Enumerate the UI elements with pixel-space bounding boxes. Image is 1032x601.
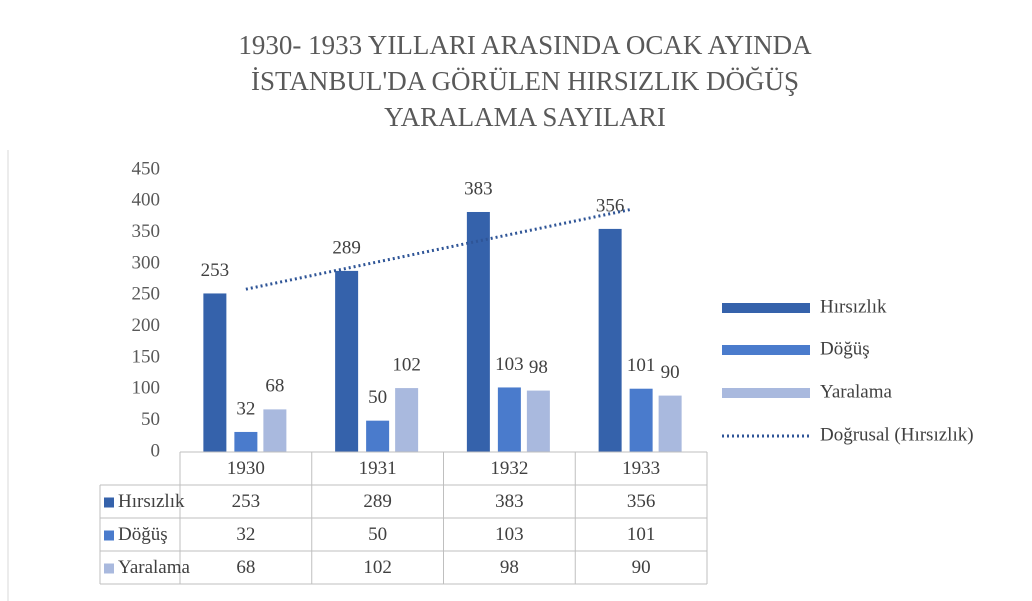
data-label: 50	[368, 387, 387, 408]
legend-label: Doğrusal (Hırsızlık)	[820, 424, 974, 445]
data-label: 32	[236, 398, 255, 419]
y-tick-label: 100	[132, 378, 161, 399]
table-cell: 289	[363, 491, 392, 512]
y-tick-label: 150	[132, 346, 161, 367]
table-cell: 68	[236, 557, 255, 578]
legend-label: Döğüş	[820, 338, 870, 359]
bar	[497, 387, 521, 452]
y-tick-label: 250	[132, 284, 161, 305]
bar	[395, 388, 419, 452]
bar	[658, 395, 682, 452]
data-label: 103	[495, 354, 524, 375]
table-legend-key	[104, 563, 114, 574]
y-tick-label: 50	[141, 409, 160, 430]
table-legend-key	[104, 530, 114, 541]
data-label: 101	[627, 355, 656, 376]
chart-title: 1930- 1933 YILLARI ARASINDA OCAK AYINDA	[238, 30, 812, 60]
table-cell: 102	[363, 557, 392, 578]
table-cell: 253	[232, 491, 261, 512]
y-tick-label: 200	[132, 315, 161, 336]
y-tick-label: 450	[132, 158, 161, 179]
bar	[466, 211, 490, 452]
table-cell: 383	[495, 491, 524, 512]
table-cell: 356	[627, 491, 656, 512]
bar	[629, 388, 653, 452]
bar	[234, 431, 258, 452]
x-tick-label: 1930	[227, 458, 265, 479]
data-label: 98	[529, 357, 548, 378]
bar	[335, 270, 359, 452]
y-tick-label: 300	[132, 252, 161, 273]
y-tick-label: 400	[132, 190, 161, 211]
data-label: 383	[464, 178, 493, 199]
table-cell: 98	[500, 557, 519, 578]
data-label: 356	[596, 195, 625, 216]
x-tick-label: 1933	[622, 458, 660, 479]
data-label: 253	[201, 260, 230, 281]
data-label: 90	[661, 362, 680, 383]
legend-swatch	[722, 345, 810, 355]
table-cell: 32	[236, 524, 255, 545]
table-row-header: Hırsızlık	[118, 491, 185, 512]
table-row-header: Döğüş	[118, 524, 168, 545]
trendline	[245, 208, 631, 291]
table-cell: 103	[495, 524, 524, 545]
legend-label: Hırsızlık	[820, 296, 887, 317]
table-cell: 90	[632, 557, 651, 578]
bar	[203, 293, 227, 452]
x-tick-label: 1932	[490, 458, 528, 479]
legend-label: Yaralama	[820, 381, 893, 402]
data-label: 289	[332, 237, 361, 258]
legend-swatch	[722, 303, 810, 313]
bar	[366, 420, 390, 452]
chart-title: YARALAMA SAYILARI	[384, 102, 666, 132]
bar	[526, 390, 550, 452]
x-tick-label: 1931	[359, 458, 397, 479]
table-cell: 101	[627, 524, 656, 545]
table-row-header: Yaralama	[118, 557, 191, 578]
y-tick-label: 350	[132, 221, 161, 242]
bar	[598, 228, 622, 452]
table-legend-key	[104, 497, 114, 508]
y-tick-label: 0	[151, 440, 161, 461]
data-label: 68	[265, 376, 284, 397]
bar	[263, 409, 287, 452]
data-label: 102	[392, 354, 421, 375]
chart-title: İSTANBUL'DA GÖRÜLEN HIRSIZLIK DÖĞÜŞ	[251, 66, 799, 96]
table-cell: 50	[368, 524, 387, 545]
legend-swatch	[722, 388, 810, 398]
